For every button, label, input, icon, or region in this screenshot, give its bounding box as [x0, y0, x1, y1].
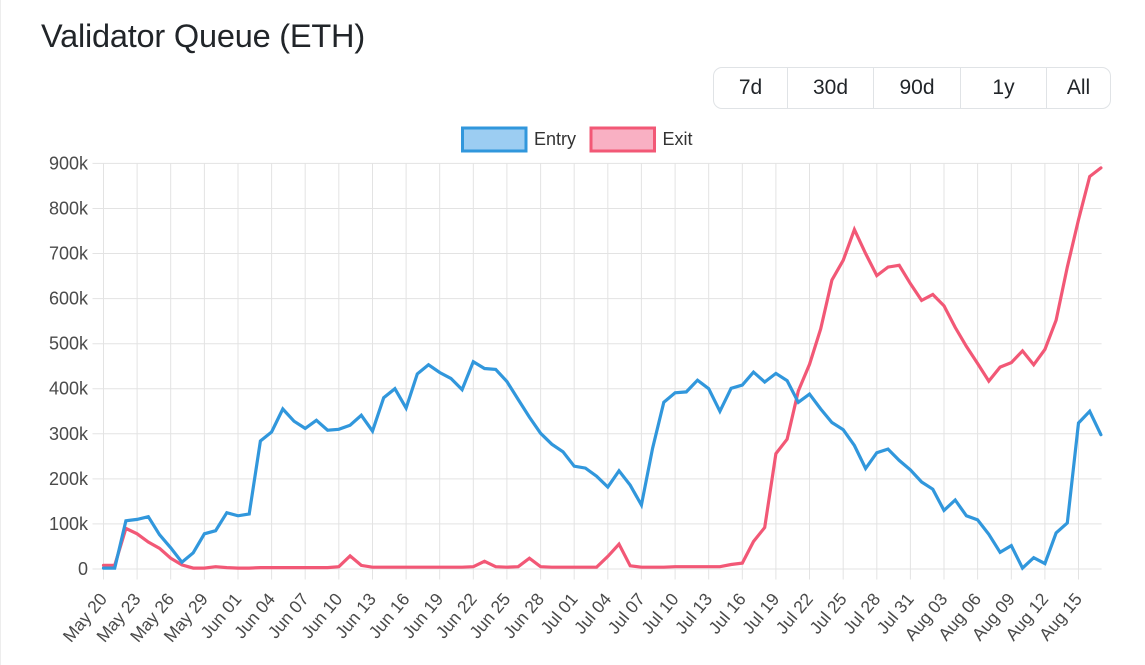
- svg-text:Jul 22: Jul 22: [772, 589, 817, 638]
- svg-text:600k: 600k: [49, 289, 89, 309]
- svg-text:200k: 200k: [49, 469, 89, 489]
- svg-text:Jul 01: Jul 01: [536, 589, 581, 638]
- svg-text:900k: 900k: [49, 153, 89, 173]
- svg-text:Jul 16: Jul 16: [704, 589, 749, 638]
- svg-text:Jul 28: Jul 28: [839, 589, 884, 638]
- svg-text:400k: 400k: [49, 379, 89, 399]
- svg-text:500k: 500k: [49, 334, 89, 354]
- svg-text:0: 0: [78, 559, 88, 579]
- svg-text:300k: 300k: [49, 424, 89, 444]
- svg-text:100k: 100k: [49, 514, 89, 534]
- svg-text:Jul 07: Jul 07: [604, 589, 649, 638]
- svg-text:Jul 25: Jul 25: [805, 589, 850, 638]
- svg-text:Jul 13: Jul 13: [671, 589, 716, 638]
- svg-text:Entry: Entry: [534, 129, 576, 149]
- svg-text:Jul 19: Jul 19: [738, 589, 783, 638]
- svg-text:700k: 700k: [49, 244, 89, 264]
- svg-text:Exit: Exit: [663, 129, 693, 149]
- svg-text:800k: 800k: [49, 199, 89, 219]
